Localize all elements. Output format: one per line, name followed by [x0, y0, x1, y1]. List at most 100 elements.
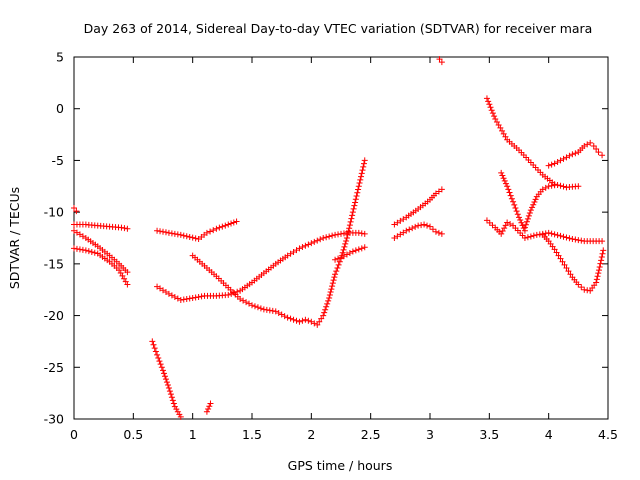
axis-ticks: 0 0.5 1 1.5 2 2.5 3 3.5 4 4.5 5 0 -5 -10 -15 -20 -25 -30 [44, 50, 618, 443]
data-point [160, 228, 166, 235]
data-point [325, 297, 332, 304]
data-point [595, 267, 602, 274]
data-point [332, 271, 339, 278]
data-point [339, 249, 346, 256]
data-point [249, 302, 255, 309]
series-arc-1 [71, 205, 80, 215]
data-point [502, 180, 509, 187]
data-point [317, 236, 324, 243]
data-point [272, 308, 279, 315]
data-point [158, 364, 165, 371]
data-point [213, 225, 220, 232]
series-arc-5 [154, 218, 240, 243]
data-point [514, 211, 521, 218]
data-point [563, 154, 570, 161]
data-point [506, 189, 513, 196]
data-point [162, 229, 169, 236]
data-point [438, 230, 445, 237]
data-point [356, 180, 363, 187]
data-point [569, 151, 576, 158]
data-point [438, 59, 445, 66]
data-point [575, 183, 582, 190]
data-point [355, 183, 362, 190]
series-arc-8 [203, 400, 214, 415]
data-point [485, 98, 492, 105]
data-point [424, 222, 431, 229]
data-point [502, 222, 509, 229]
chart-title: Day 263 of 2014, Sidereal Day-to-day VTE… [84, 21, 593, 36]
data-point [526, 210, 533, 217]
x-tick-label: 3.5 [479, 427, 499, 442]
data-point [157, 361, 164, 368]
data-point [251, 303, 258, 310]
data-point [358, 245, 365, 252]
data-point [406, 226, 413, 233]
x-tick-label: 1.5 [242, 427, 262, 442]
data-point [278, 311, 285, 318]
data-point [361, 157, 368, 164]
data-point [118, 224, 125, 231]
data-point [205, 406, 212, 413]
data-point [171, 403, 178, 410]
data-point [163, 379, 170, 386]
data-point [518, 219, 525, 226]
data-point [421, 221, 428, 228]
data-point [177, 297, 184, 304]
x-tick-label: 2 [307, 427, 315, 442]
data-point [314, 321, 321, 328]
data-point [567, 271, 574, 278]
data-point [361, 230, 368, 237]
data-point [168, 394, 175, 401]
series-arc-10 [332, 244, 368, 263]
data-point [156, 358, 163, 365]
data-point [155, 354, 162, 361]
data-point [557, 157, 564, 164]
data-point [311, 238, 318, 245]
data-point [189, 294, 196, 301]
data-point [575, 281, 582, 288]
data-point [168, 292, 175, 299]
data-point [554, 232, 561, 239]
data-point [533, 231, 540, 238]
data-point [569, 236, 576, 243]
data-point [403, 227, 410, 234]
data-point [360, 160, 367, 167]
data-point [164, 382, 171, 389]
data-point [360, 163, 367, 170]
data-point [559, 258, 566, 265]
data-point [584, 287, 591, 294]
data-point [124, 281, 131, 288]
data-point [323, 234, 330, 241]
data-point [498, 230, 505, 237]
data-point [529, 204, 536, 211]
data-point [554, 158, 561, 165]
data-point [551, 246, 558, 253]
data-point [581, 286, 588, 293]
data-point [233, 218, 240, 225]
data-point [203, 408, 210, 415]
data-point [320, 312, 327, 319]
data-point [438, 186, 445, 193]
data-point [352, 247, 359, 254]
data-point [553, 249, 560, 256]
data-point [316, 318, 323, 325]
x-tick-label: 4.5 [598, 427, 618, 442]
data-point [435, 229, 442, 236]
data-point [560, 155, 567, 162]
data-point [595, 149, 602, 156]
data-point [599, 152, 606, 159]
data-point [510, 198, 517, 205]
series-arc-19 [539, 231, 607, 294]
data-point [342, 240, 349, 247]
data-point [499, 228, 506, 235]
data-point [566, 152, 573, 159]
data-point [88, 248, 95, 255]
y-tick-label: -30 [44, 412, 64, 427]
data-point [174, 295, 181, 302]
data-point [169, 397, 176, 404]
data-point [527, 233, 534, 240]
x-tick-label: 4 [545, 427, 553, 442]
data-point [336, 258, 343, 265]
series-arc-3 [71, 227, 131, 276]
data-point [324, 300, 331, 307]
